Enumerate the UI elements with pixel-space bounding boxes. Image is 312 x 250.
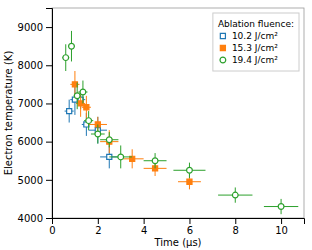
y-tick-label: 6000 [18, 136, 43, 147]
legend-symbol [220, 33, 225, 38]
y-axis-line [46, 9, 53, 219]
y-tick: 5000 [18, 175, 52, 186]
x-tick-mark [98, 218, 99, 224]
chart: 0 2 4 6 8 10 4000 5000 6000 7000 8000 9000 Time (μs)… [0, 0, 312, 250]
x-tick-mark [281, 218, 282, 224]
y-tick-label: 5000 [18, 175, 43, 186]
y-tick-label: 4000 [18, 213, 43, 224]
point [118, 154, 124, 160]
plot-frame [52, 8, 304, 218]
point [72, 82, 77, 87]
legend-entry: 15.3 J/cm² [232, 43, 278, 53]
x-tick-label: 0 [49, 225, 55, 236]
y-tick-mark [46, 103, 52, 104]
x-tick-label: 10 [275, 225, 288, 236]
x-tick-label: 6 [187, 225, 193, 236]
x-tick-mark [189, 218, 190, 224]
legend-entry: 10.2 J/cm² [232, 31, 278, 41]
series [65, 84, 119, 168]
point [78, 101, 83, 106]
y-tick: 8000 [18, 60, 52, 71]
x-tick: 2 [95, 218, 101, 236]
y-tick: 7000 [18, 98, 52, 109]
x-tick: 10 [275, 218, 288, 236]
point [69, 43, 75, 49]
point [74, 93, 80, 99]
point [80, 89, 86, 95]
series [62, 31, 298, 214]
y-tick-mark [46, 180, 52, 181]
y-tick-label: 7000 [18, 98, 43, 109]
point [86, 118, 92, 124]
legend-symbol [220, 57, 226, 63]
point [106, 137, 112, 143]
x-tick: 0 [49, 218, 55, 236]
x-tick-label: 8 [233, 225, 239, 236]
legend-symbol [220, 45, 225, 50]
y-tick-mark [46, 218, 52, 219]
x-tick: 8 [233, 218, 239, 236]
x-tick: 4 [141, 218, 147, 236]
y-tick-mark [46, 65, 52, 66]
point [84, 105, 89, 110]
y-tick-mark [46, 142, 52, 143]
x-axis-line [53, 219, 305, 225]
legend: Ablation fluence: 10.2 J/cm² 15.3 J/cm² 19.… [213, 13, 299, 71]
y-tick-mark [46, 27, 52, 28]
point [63, 55, 69, 61]
point [152, 158, 158, 164]
y-tick: 6000 [18, 136, 52, 147]
point [187, 167, 193, 173]
series [70, 71, 201, 189]
plot-area [62, 31, 298, 214]
x-tick-mark [144, 218, 145, 224]
y-tick-label: 9000 [18, 22, 43, 33]
x-tick-label: 2 [95, 225, 101, 236]
x-tick-mark [235, 218, 236, 224]
x-axis: 0 2 4 6 8 10 [49, 218, 304, 236]
x-tick-label: 4 [141, 225, 147, 236]
y-tick: 4000 [18, 213, 52, 224]
y-axis: 4000 5000 6000 7000 8000 9000 [18, 9, 53, 224]
legend-box [213, 13, 299, 71]
y-tick-label: 8000 [18, 60, 43, 71]
point [187, 179, 192, 184]
x-tick: 6 [187, 218, 193, 236]
point [278, 204, 284, 210]
point [95, 131, 101, 137]
y-error-bar [97, 117, 98, 144]
legend-title: Ablation fluence: [218, 19, 294, 29]
y-tick: 9000 [18, 22, 52, 33]
legend-entry: 19.4 J/cm² [232, 55, 278, 65]
point [67, 109, 72, 114]
point [232, 192, 238, 198]
x-axis-title: Time (μs) [153, 237, 201, 248]
y-axis-title: Electron temperature (K) [3, 51, 14, 176]
